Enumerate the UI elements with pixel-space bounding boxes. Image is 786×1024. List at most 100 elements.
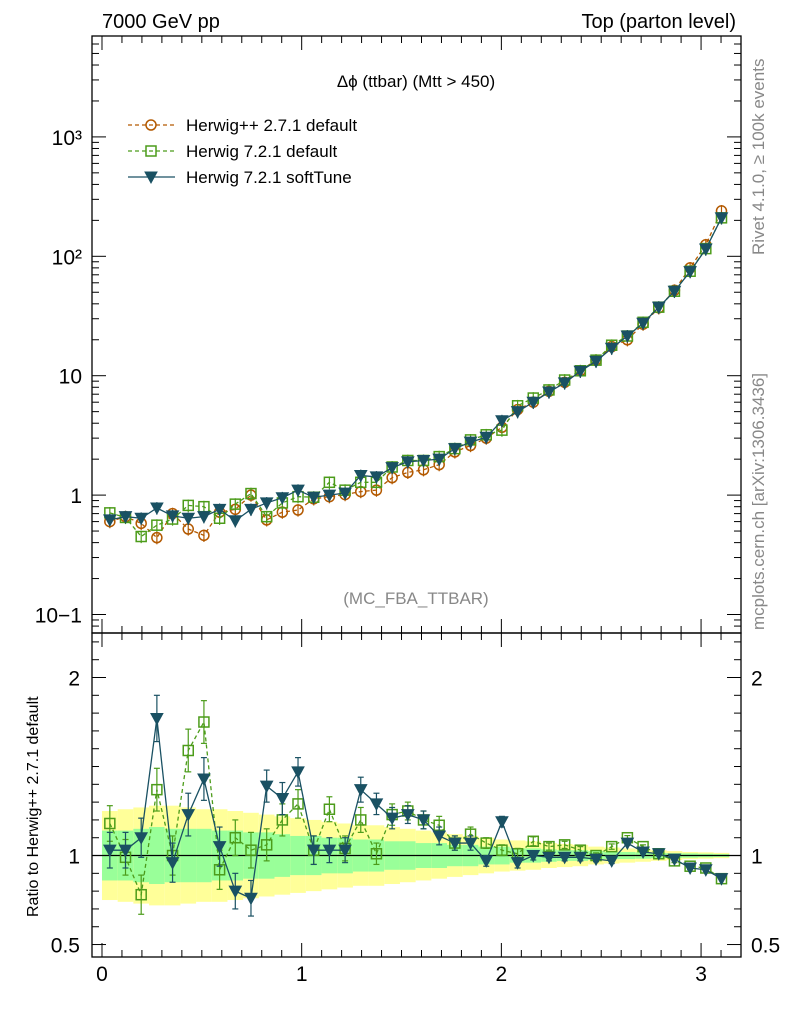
ratio-data-point	[683, 862, 697, 876]
data-point	[432, 453, 447, 467]
ratio-data-point	[495, 816, 509, 829]
y-tick-label: 10	[59, 366, 82, 389]
ratio-y-tick-label-right: 0.5	[751, 935, 780, 958]
data-point	[165, 510, 180, 523]
ratio-data-point	[244, 892, 258, 906]
ratio-series-line	[109, 718, 722, 900]
ratio-data-point	[496, 844, 508, 856]
data-point	[135, 530, 147, 543]
legend-entry-2: Herwig 7.2.1 softTune	[128, 168, 352, 187]
data-point	[651, 301, 666, 315]
series-line	[109, 217, 723, 538]
data-point	[353, 469, 368, 483]
legend-label: Herwig 7.2.1 softTune	[186, 168, 352, 187]
data-point	[448, 443, 462, 456]
ratio-y-tick-label: 1	[68, 846, 80, 869]
x-tick-label: 1	[296, 963, 308, 986]
ratio-data-point	[245, 844, 257, 856]
ratio-data-point	[355, 814, 367, 826]
ratio-series-1	[102, 694, 729, 917]
ratio-data-point	[558, 839, 571, 851]
data-point	[244, 503, 258, 517]
data-point	[259, 497, 274, 510]
ratio-data-point	[118, 844, 133, 858]
ratio-data-point	[463, 837, 478, 851]
series-line	[109, 210, 723, 539]
data-point	[620, 330, 635, 344]
data-point	[557, 377, 572, 390]
legend-marker	[145, 145, 157, 157]
header-left: 7000 GeV pp	[102, 11, 220, 33]
analysis-tag: (MC_FBA_TTBAR)	[343, 589, 488, 608]
axes-layer: 10−1 1 10 10² 10³ 0 1 2 3 0.5 0.5 1 1 2 2	[35, 35, 780, 986]
ratio-data-point	[134, 832, 149, 845]
mcplots-label: mcplots.cern.ch [arXiv:1306.3436]	[749, 373, 768, 630]
ratio-data-point	[542, 851, 556, 865]
ratio-data-point	[370, 847, 383, 860]
y-tick-label: 10³	[52, 127, 82, 150]
series-layer	[102, 205, 729, 917]
data-point	[291, 484, 305, 498]
legend-marker	[145, 119, 157, 131]
data-point	[526, 396, 541, 410]
legend-label: Herwig++ 2.7.1 default	[186, 116, 357, 135]
ratio-data-point	[323, 803, 336, 815]
plot-title: Δϕ (ttbar) (Mtt > 450)	[337, 72, 495, 91]
data-point	[228, 515, 243, 528]
data-point	[510, 406, 525, 419]
data-point	[212, 503, 227, 517]
ratio-data-point	[480, 837, 492, 849]
legend-entry-0: Herwig++ 2.7.1 default	[128, 116, 357, 135]
ratio-data-point	[102, 844, 117, 858]
ratio-data-point	[714, 873, 729, 886]
x-tick-label: 0	[96, 963, 108, 986]
data-point	[338, 487, 352, 501]
series-0	[104, 205, 728, 545]
data-point	[275, 492, 290, 505]
series-2	[102, 211, 729, 528]
data-point	[416, 454, 431, 468]
ratio-data-point	[228, 885, 243, 899]
data-point	[292, 504, 304, 516]
data-point	[667, 285, 682, 299]
data-point	[151, 531, 163, 544]
data-point	[463, 436, 478, 450]
y-tick-label: 1	[70, 485, 82, 508]
ratio-data-point	[589, 853, 603, 867]
ratio-data-point	[291, 766, 305, 779]
ratio-data-point	[353, 784, 368, 797]
data-point	[322, 489, 337, 503]
ratio-data-point	[479, 855, 494, 868]
header-right: Top (parton level)	[581, 11, 736, 33]
ratio-data-point	[651, 848, 666, 861]
rivet-version-label: Rivet 4.1.0, ≥ 100k events	[749, 59, 768, 255]
x-tick-label: 2	[496, 963, 508, 986]
data-point	[604, 342, 619, 356]
ratio-data-point	[260, 839, 273, 851]
data-point	[134, 512, 149, 526]
ratio-data-point	[527, 835, 540, 848]
ratio-data-point	[604, 855, 619, 868]
data-point	[260, 510, 273, 523]
ratio-data-point	[198, 716, 210, 728]
ratio-data-point	[275, 793, 290, 806]
data-point	[698, 243, 713, 257]
ratio-data-point	[416, 814, 431, 827]
ratio-data-point	[636, 846, 650, 860]
ratio-data-point	[229, 831, 242, 844]
data-point	[181, 512, 196, 526]
ratio-data-point	[573, 851, 588, 865]
ratio-data-point	[620, 837, 635, 851]
ratio-data-point	[135, 888, 147, 901]
ratio-data-point	[557, 851, 572, 865]
data-point	[385, 462, 399, 475]
ratio-data-point	[510, 857, 525, 870]
ratio-data-point	[385, 812, 399, 826]
data-point	[542, 386, 556, 400]
ratio-data-point	[181, 809, 196, 822]
data-point	[198, 529, 210, 542]
y-tick-label: 10−1	[35, 605, 82, 628]
ratio-data-point	[448, 837, 462, 851]
ratio-y-tick-label: 2	[68, 668, 80, 691]
